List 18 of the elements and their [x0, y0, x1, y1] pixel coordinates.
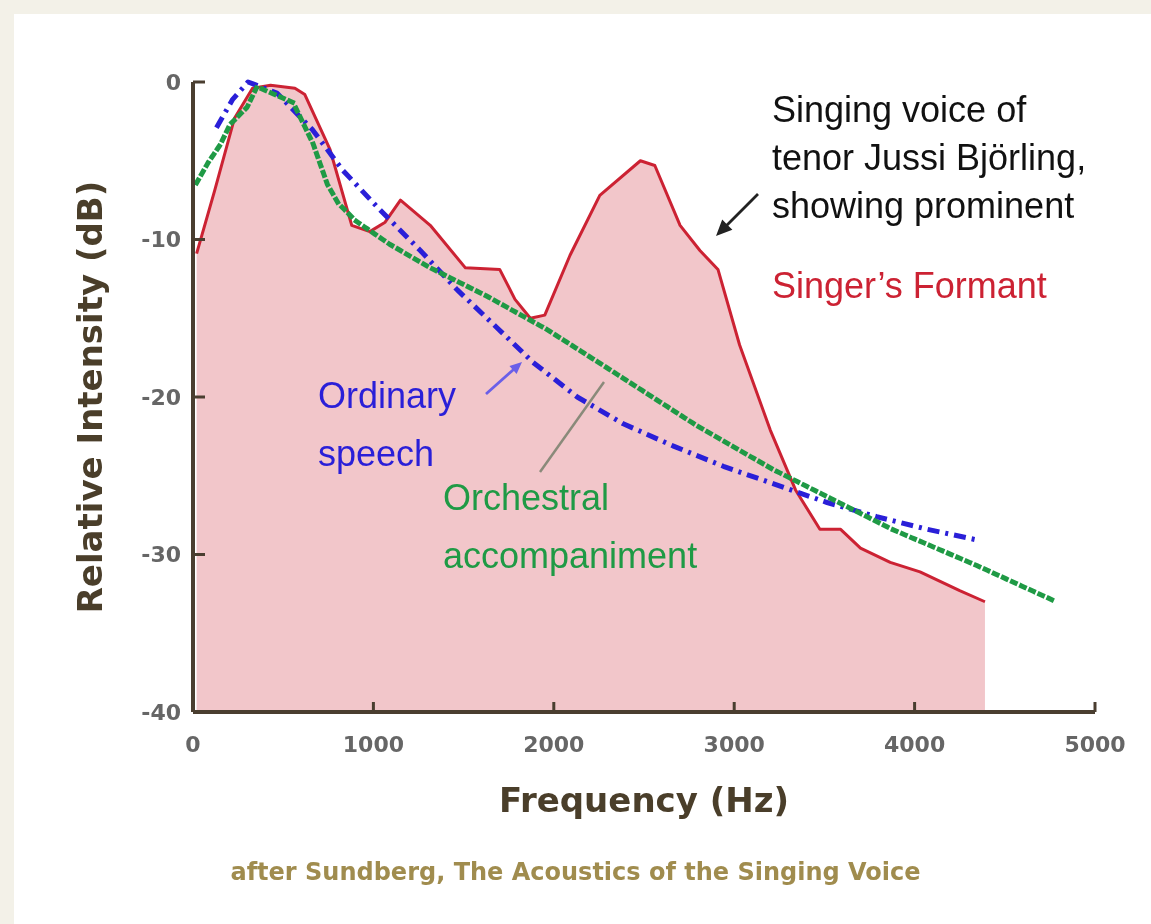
y-tick-label: -30: [141, 542, 181, 568]
series-label: Orchestral accompaniment: [443, 477, 698, 576]
x-tick-label: 2000: [523, 732, 585, 757]
x-tick-label: 3000: [703, 732, 765, 757]
x-tick-label: 1000: [342, 732, 405, 757]
y-tick-label: -10: [141, 227, 181, 253]
x-tick-label: 0: [185, 732, 201, 757]
y-tick-label: -40: [141, 699, 181, 725]
text: after Sundberg, The Acoustics of the Singing Voice: [230, 858, 921, 886]
annotation: Singer’s Formant: [772, 265, 1047, 306]
y-tick-label: -20: [141, 384, 181, 410]
y-axis-title: Relative Intensity (dB): [70, 180, 110, 614]
annotation: Singing voice of tenor Jussi Björling, showing prominent: [772, 89, 1087, 226]
x-tick-label: 4000: [883, 732, 946, 757]
y-tick-label: 0: [165, 69, 181, 95]
x-tick-label: 5000: [1064, 732, 1126, 757]
x-axis-title: Frequency (Hz): [498, 780, 790, 820]
series-label: Ordinary speech: [318, 375, 457, 474]
